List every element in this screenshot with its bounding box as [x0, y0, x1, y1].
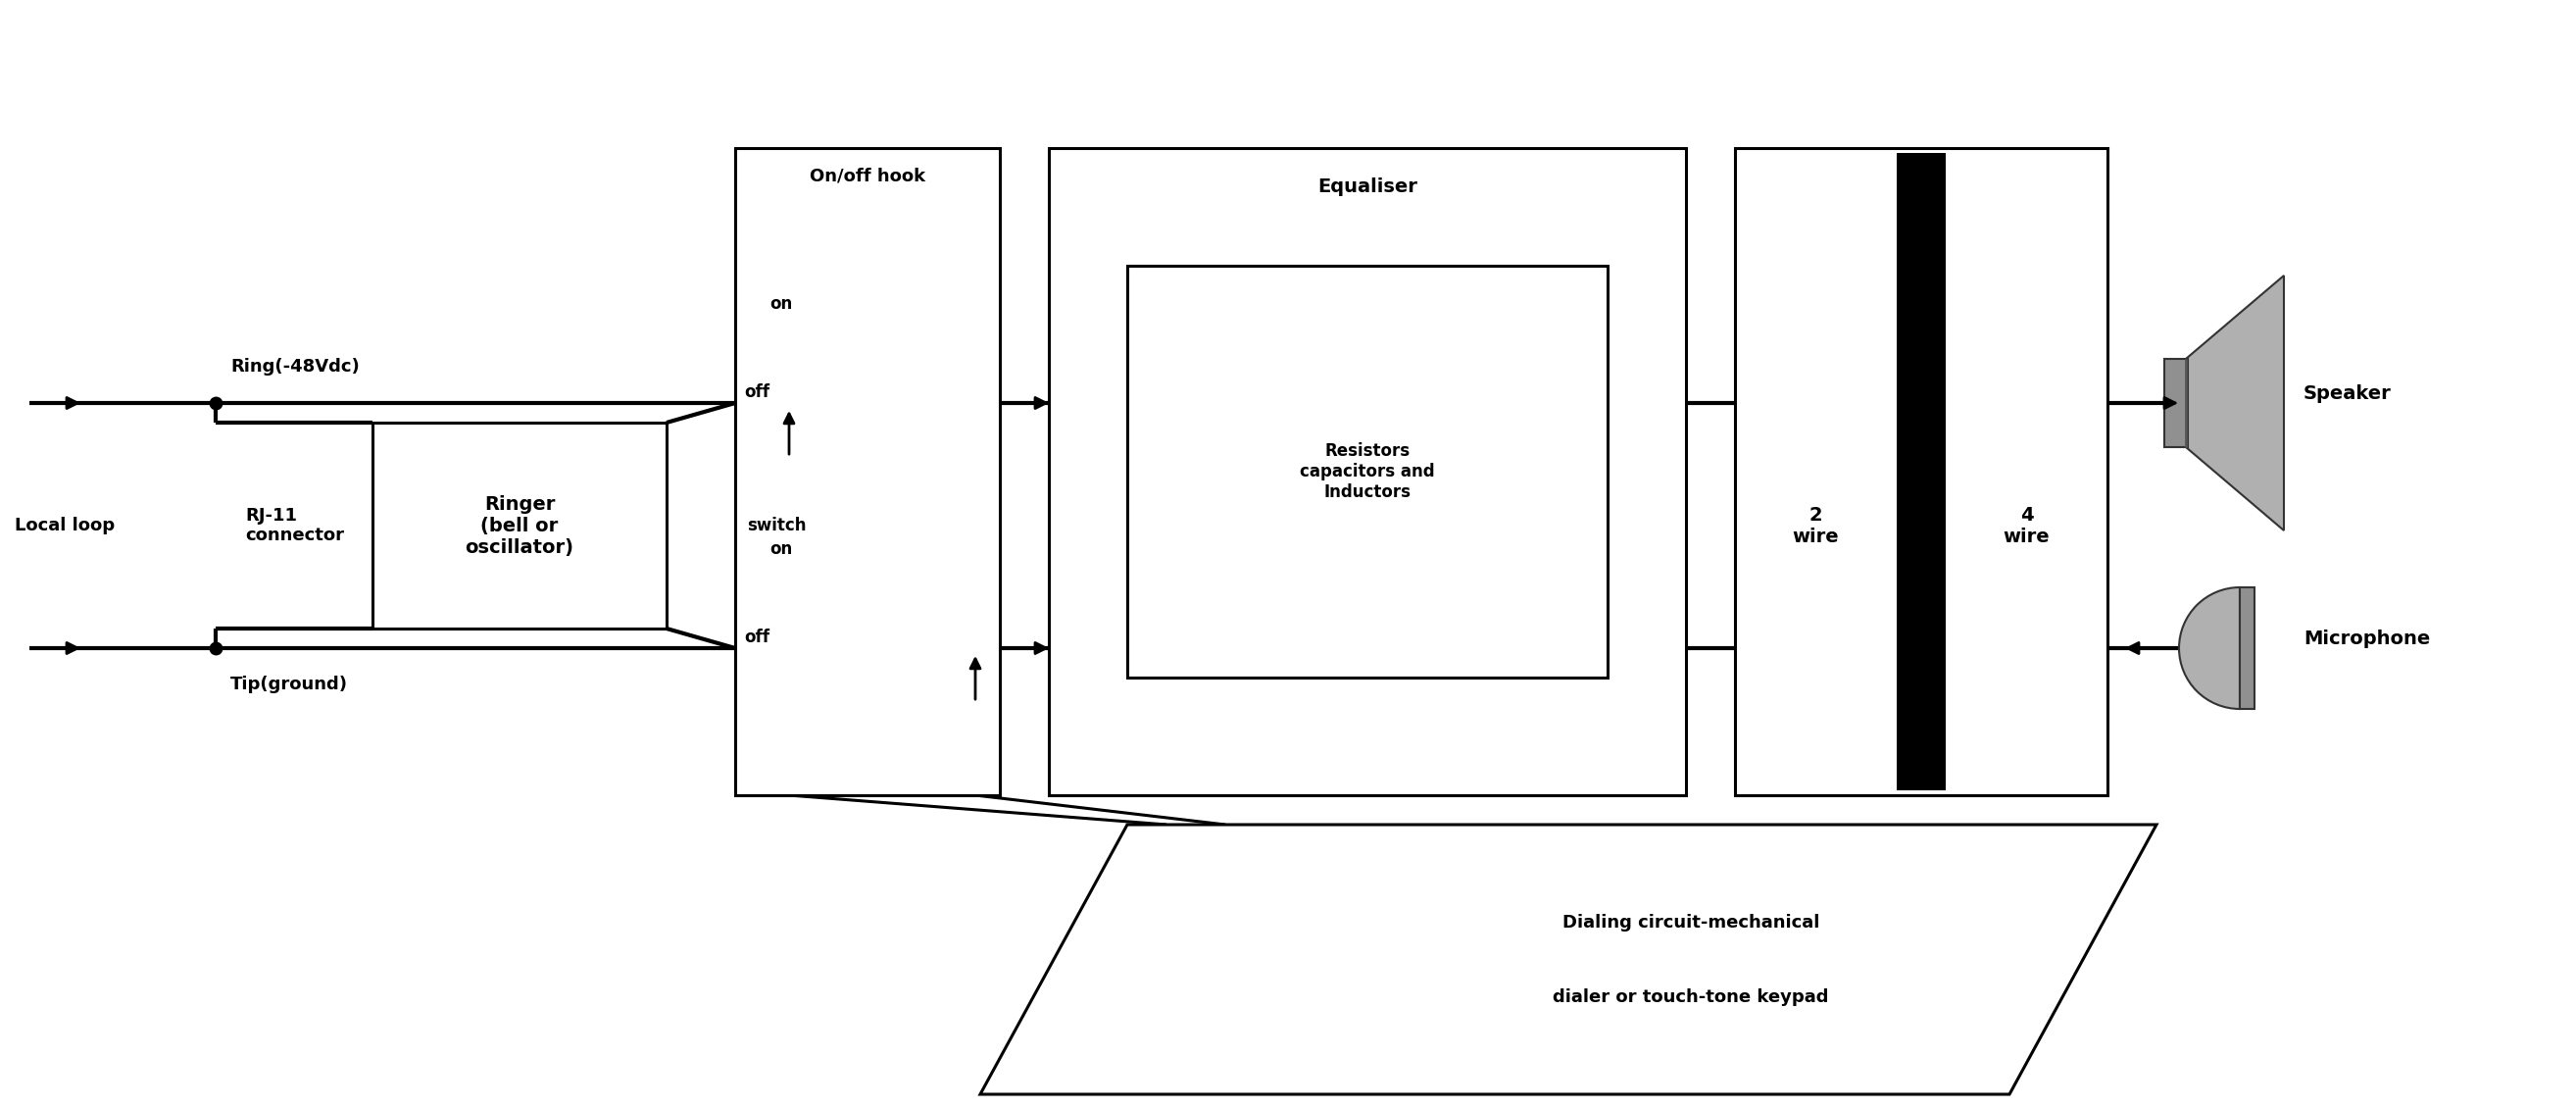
Text: dialer or touch-tone keypad: dialer or touch-tone keypad: [1553, 988, 1829, 1006]
Text: Ring(-48Vdc): Ring(-48Vdc): [229, 358, 361, 376]
Bar: [2164, 359, 2187, 447]
Text: Ringer
(bell or
oscillator): Ringer (bell or oscillator): [466, 495, 574, 557]
Text: switch: switch: [747, 517, 806, 535]
Text: Resistors
capacitors and
Inductors: Resistors capacitors and Inductors: [1301, 442, 1435, 501]
Text: RJ-11
connector: RJ-11 connector: [245, 507, 345, 545]
Text: Local loop: Local loop: [15, 517, 116, 535]
Text: on: on: [770, 540, 793, 558]
Text: off: off: [744, 629, 770, 647]
Text: Microphone: Microphone: [2303, 629, 2429, 648]
Bar: [734, 149, 999, 795]
Text: Dialing circuit-mechanical: Dialing circuit-mechanical: [1561, 914, 1819, 932]
Bar: [1736, 149, 2107, 795]
Text: Equaliser: Equaliser: [1316, 177, 1417, 196]
Bar: [1048, 149, 1685, 795]
Polygon shape: [2187, 275, 2285, 530]
Bar: [374, 423, 667, 629]
Text: Speaker: Speaker: [2303, 384, 2391, 403]
Text: on: on: [770, 295, 793, 313]
Bar: [2239, 588, 2254, 709]
Text: 2
wire: 2 wire: [1793, 506, 1839, 546]
Polygon shape: [981, 825, 2156, 1095]
Text: 4
wire: 4 wire: [2004, 506, 2050, 546]
Bar: [1128, 266, 1607, 678]
Bar: [1896, 153, 1945, 791]
Text: off: off: [744, 384, 770, 401]
Text: On/off hook: On/off hook: [809, 167, 925, 185]
Text: Tip(ground): Tip(ground): [229, 675, 348, 693]
Wedge shape: [2179, 588, 2239, 709]
